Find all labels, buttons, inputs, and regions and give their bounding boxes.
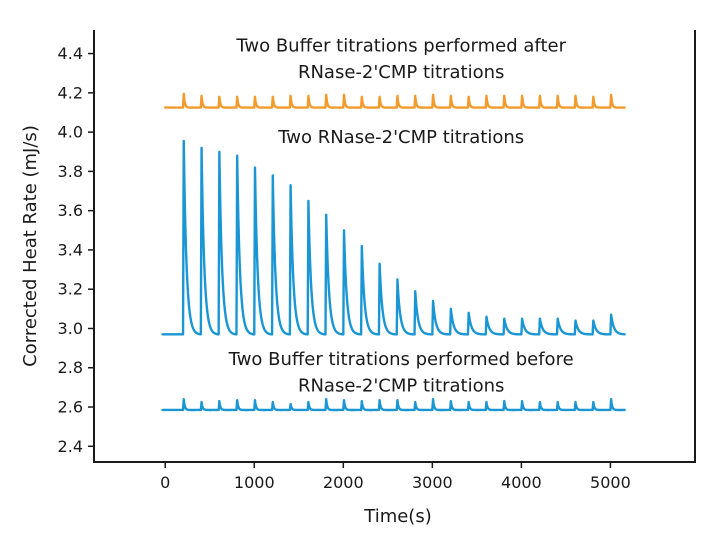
y-tick-label: 3.8 bbox=[58, 162, 83, 181]
y-tick-label: 3.6 bbox=[58, 201, 83, 220]
y-tick-label: 3.4 bbox=[58, 240, 83, 259]
annotation-rnase: Two RNase-2'CMP titrations bbox=[277, 127, 524, 148]
y-tick-label: 4.4 bbox=[58, 44, 83, 63]
y-tick-label: 2.8 bbox=[58, 358, 83, 377]
trace-layer bbox=[161, 92, 626, 412]
x-tick-label: 3000 bbox=[412, 473, 453, 492]
y-tick-label: 4.0 bbox=[58, 123, 83, 142]
y-ticks: 2.4 2.6 2.8 3.0 3.2 3.4 3.6 3.8 4.0 4.2 4.4 bbox=[58, 44, 94, 456]
annotation-after-line2: RNase-2'CMP titrations bbox=[298, 62, 504, 83]
x-ticks: 0 1000 2000 3000 4000 5000 bbox=[160, 462, 631, 492]
y-tick-label: 2.4 bbox=[58, 437, 83, 456]
x-axis-title: Time(s) bbox=[363, 506, 431, 527]
x-tick-label: 5000 bbox=[590, 473, 631, 492]
annotation-before-line1: Two Buffer titrations performed before bbox=[228, 349, 574, 370]
y-tick-label: 3.0 bbox=[58, 319, 83, 338]
series-line-2 bbox=[161, 139, 626, 336]
y-tick-label: 2.6 bbox=[58, 398, 83, 417]
y-tick-label: 4.2 bbox=[58, 83, 83, 102]
annotation-before-line2: RNase-2'CMP titrations bbox=[298, 375, 504, 396]
axes-group bbox=[93, 30, 696, 463]
y-tick-label: 3.2 bbox=[58, 280, 83, 299]
annotations-group: Two Buffer titrations performed after RNa… bbox=[228, 36, 574, 397]
x-tick-label: 2000 bbox=[323, 473, 364, 492]
series-line-1 bbox=[164, 92, 626, 109]
series-line-3 bbox=[161, 397, 626, 412]
x-tick-label: 1000 bbox=[234, 473, 275, 492]
y-axis-title: Corrected Heat Rate (mJ/s) bbox=[20, 125, 41, 367]
x-tick-label: 4000 bbox=[501, 473, 542, 492]
annotation-after-line1: Two Buffer titrations performed after bbox=[235, 36, 566, 57]
x-tick-label: 0 bbox=[160, 473, 170, 492]
